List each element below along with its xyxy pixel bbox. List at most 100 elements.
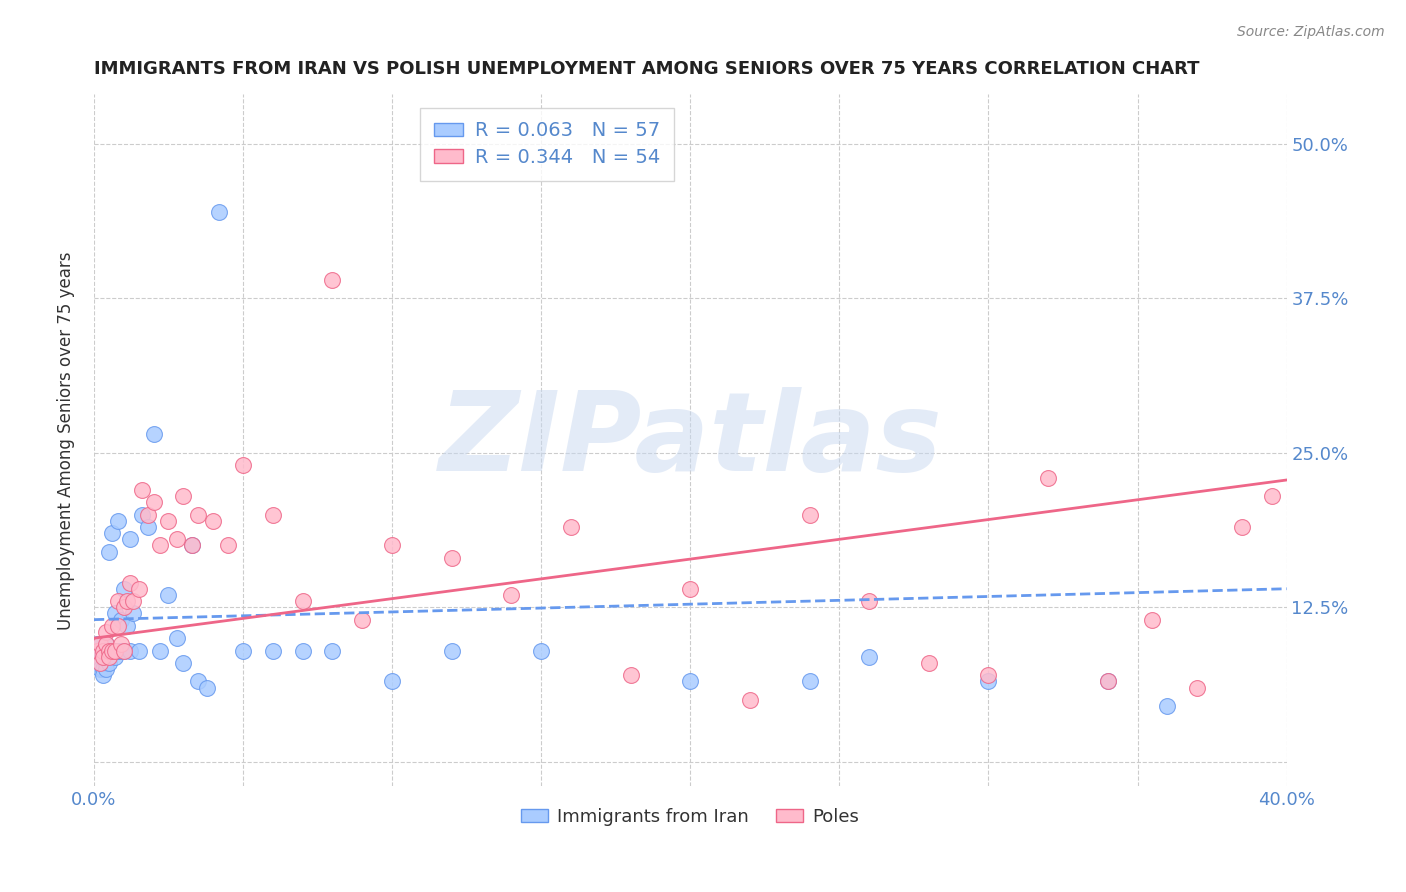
- Point: [679, 582, 702, 596]
- Point: [86, 643, 108, 657]
- Point: [86, 649, 108, 664]
- Point: [97, 643, 120, 657]
- Point: [121, 594, 143, 608]
- Point: [97, 649, 120, 664]
- Point: [91, 662, 114, 676]
- Point: [195, 681, 218, 695]
- Point: [128, 643, 150, 657]
- Point: [97, 643, 120, 657]
- Point: [187, 508, 209, 522]
- Point: [1097, 674, 1119, 689]
- Point: [131, 483, 153, 497]
- Point: [131, 508, 153, 522]
- Point: [97, 649, 120, 664]
- Point: [89, 643, 111, 657]
- Point: [91, 643, 114, 657]
- Point: [166, 631, 188, 645]
- Point: [91, 649, 114, 664]
- Point: [112, 643, 135, 657]
- Point: [977, 674, 1000, 689]
- Point: [440, 643, 463, 657]
- Point: [94, 625, 117, 640]
- Point: [104, 643, 127, 657]
- Point: [157, 588, 180, 602]
- Point: [148, 539, 170, 553]
- Point: [440, 550, 463, 565]
- Point: [181, 539, 204, 553]
- Point: [858, 594, 880, 608]
- Point: [110, 637, 132, 651]
- Point: [94, 637, 117, 651]
- Point: [352, 613, 374, 627]
- Point: [181, 539, 204, 553]
- Y-axis label: Unemployment Among Seniors over 75 years: Unemployment Among Seniors over 75 years: [58, 252, 75, 630]
- Point: [89, 662, 111, 676]
- Point: [1142, 613, 1164, 627]
- Point: [202, 514, 225, 528]
- Point: [142, 495, 165, 509]
- Point: [97, 544, 120, 558]
- Point: [1156, 699, 1178, 714]
- Point: [148, 643, 170, 657]
- Point: [291, 594, 314, 608]
- Point: [107, 594, 129, 608]
- Point: [110, 643, 132, 657]
- Point: [118, 575, 141, 590]
- Point: [115, 594, 138, 608]
- Point: [118, 643, 141, 657]
- Point: [679, 674, 702, 689]
- Point: [381, 674, 404, 689]
- Point: [97, 656, 120, 670]
- Point: [142, 427, 165, 442]
- Legend: Immigrants from Iran, Poles: Immigrants from Iran, Poles: [515, 800, 866, 833]
- Point: [112, 600, 135, 615]
- Text: IMMIGRANTS FROM IRAN VS POLISH UNEMPLOYMENT AMONG SENIORS OVER 75 YEARS CORRELAT: IMMIGRANTS FROM IRAN VS POLISH UNEMPLOYM…: [94, 60, 1199, 78]
- Point: [187, 674, 209, 689]
- Point: [91, 643, 114, 657]
- Point: [94, 656, 117, 670]
- Point: [321, 643, 343, 657]
- Point: [107, 619, 129, 633]
- Point: [166, 533, 188, 547]
- Point: [530, 643, 553, 657]
- Point: [1036, 470, 1059, 484]
- Point: [172, 489, 194, 503]
- Point: [107, 514, 129, 528]
- Point: [858, 649, 880, 664]
- Point: [172, 656, 194, 670]
- Point: [918, 656, 941, 670]
- Point: [94, 662, 117, 676]
- Text: ZIPatlas: ZIPatlas: [439, 387, 942, 494]
- Point: [89, 637, 111, 651]
- Point: [1260, 489, 1282, 503]
- Point: [232, 458, 254, 472]
- Point: [208, 204, 231, 219]
- Point: [1185, 681, 1208, 695]
- Point: [620, 668, 643, 682]
- Point: [91, 668, 114, 682]
- Point: [104, 607, 127, 621]
- Point: [91, 649, 114, 664]
- Point: [738, 693, 761, 707]
- Point: [128, 582, 150, 596]
- Point: [104, 649, 127, 664]
- Point: [94, 637, 117, 651]
- Point: [112, 582, 135, 596]
- Point: [232, 643, 254, 657]
- Point: [101, 643, 124, 657]
- Point: [321, 273, 343, 287]
- Point: [136, 508, 159, 522]
- Point: [89, 656, 111, 670]
- Point: [157, 514, 180, 528]
- Point: [560, 520, 582, 534]
- Point: [112, 643, 135, 657]
- Point: [381, 539, 404, 553]
- Point: [136, 520, 159, 534]
- Point: [101, 619, 124, 633]
- Point: [799, 508, 821, 522]
- Point: [262, 643, 284, 657]
- Point: [86, 637, 108, 651]
- Point: [799, 674, 821, 689]
- Point: [121, 607, 143, 621]
- Point: [1097, 674, 1119, 689]
